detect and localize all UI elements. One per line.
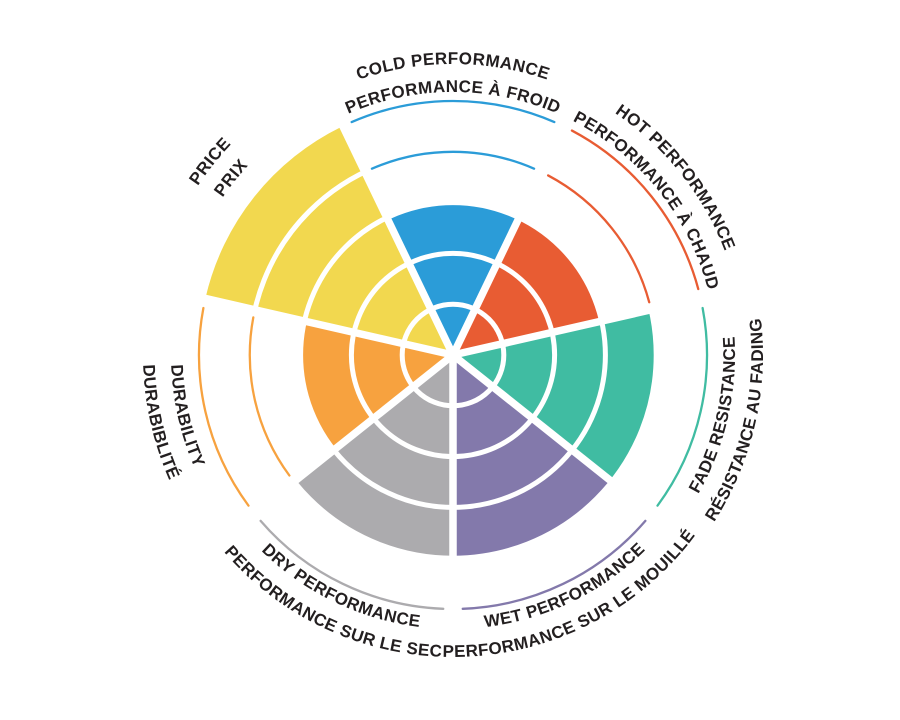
unfilled-scale-arcs-group (197, 99, 709, 610)
scale-arc-wet-ring-5 (461, 519, 647, 610)
scale-arc-dry-ring-5 (259, 519, 445, 610)
sector-wedge-durability (300, 321, 453, 451)
sector-wedge-cold (386, 202, 520, 355)
sector-dividers-group (200, 120, 706, 613)
sector-divider-1 (452, 293, 706, 359)
scale-arc-cold-ring-4 (370, 150, 536, 170)
sector-divider-0 (449, 120, 569, 357)
sector-wedge-dry (294, 355, 453, 559)
sector-wedges-group (205, 126, 657, 559)
sector-divider-5 (200, 293, 454, 359)
scale-arc-cold-ring-5 (350, 99, 556, 124)
label-cold-inner: PERFORMANCE À FROID (343, 77, 564, 117)
scale-arc-durability-ring-5 (197, 306, 250, 507)
scale-arc-hot-ring-5 (570, 129, 700, 291)
scale-arc-fade-ring-5 (656, 306, 709, 507)
sector-divider-2 (450, 352, 658, 519)
sector-divider-4 (248, 352, 456, 519)
label-hot-outer: HOT PERFORMANCE (612, 101, 739, 253)
label-dry-inner: DRY PERFORMANCE (258, 540, 421, 631)
sector-wedge-wet (453, 355, 612, 559)
sector-wedge-price (205, 126, 453, 356)
scale-arc-durability-ring-4 (248, 316, 291, 477)
sector-divider-6 (337, 120, 457, 357)
scale-arc-hot-ring-4 (546, 174, 651, 304)
